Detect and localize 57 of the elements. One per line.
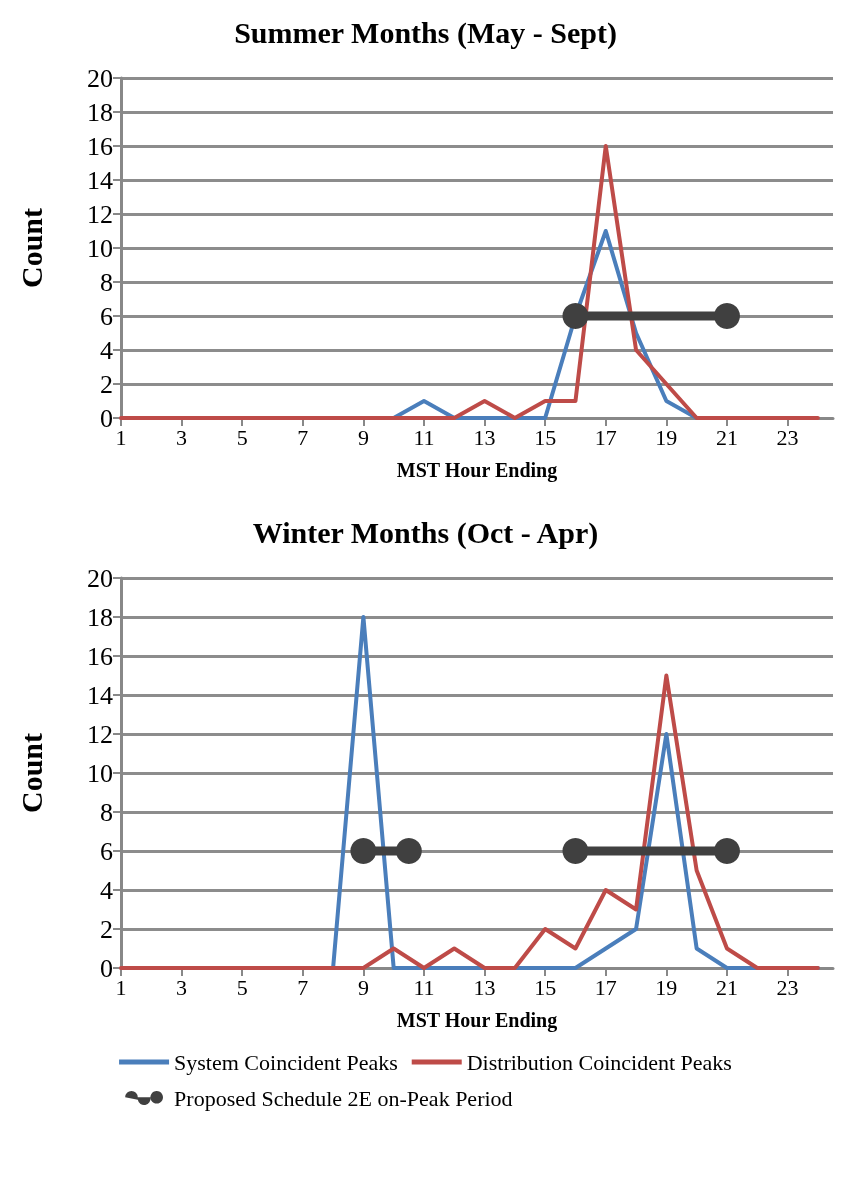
y-tick-label: 0 bbox=[100, 953, 113, 983]
x-tick-label: 17 bbox=[594, 424, 617, 450]
y-tick-label: 14 bbox=[87, 165, 113, 195]
x-tick-label: 3 bbox=[176, 424, 188, 450]
x-tick-label: 7 bbox=[297, 424, 309, 450]
y-tick-label: 14 bbox=[87, 680, 113, 710]
chart-title: Winter Months (Oct - Apr) bbox=[252, 515, 599, 550]
x-tick-label: 19 bbox=[655, 424, 678, 450]
x-tick-label: 11 bbox=[413, 424, 435, 450]
y-tick-label: 6 bbox=[100, 301, 113, 331]
y-tick-label: 4 bbox=[100, 335, 113, 365]
x-tick-label: 13 bbox=[473, 424, 496, 450]
y-tick-label: 0 bbox=[100, 403, 113, 433]
x-tick-label: 19 bbox=[655, 974, 678, 1000]
x-tick-label: 1 bbox=[115, 424, 127, 450]
x-tick-label: 9 bbox=[357, 974, 369, 1000]
x-tick-label: 1 bbox=[115, 974, 127, 1000]
y-tick-label: 18 bbox=[87, 602, 113, 632]
legend-label: System Coincident Peaks bbox=[174, 1049, 398, 1075]
y-tick-label: 4 bbox=[100, 875, 113, 905]
y-tick-label: 12 bbox=[87, 199, 113, 229]
y-tick-label: 20 bbox=[87, 563, 113, 593]
x-tick-label: 9 bbox=[357, 424, 369, 450]
x-tick-label: 5 bbox=[236, 424, 248, 450]
x-tick-label: 3 bbox=[176, 974, 188, 1000]
y-tick-label: 18 bbox=[87, 97, 113, 127]
y-axis-title: Count bbox=[14, 732, 48, 814]
y-tick-label: 16 bbox=[87, 641, 113, 671]
y-tick-label: 2 bbox=[100, 914, 113, 944]
x-tick-label: 7 bbox=[297, 974, 309, 1000]
y-tick-label: 8 bbox=[100, 797, 113, 827]
x-tick-label: 5 bbox=[236, 974, 248, 1000]
legend-label: Distribution Coincident Peaks bbox=[466, 1049, 732, 1075]
y-axis-title: Count bbox=[14, 207, 48, 289]
x-tick-label: 11 bbox=[413, 974, 435, 1000]
y-tick-label: 12 bbox=[87, 719, 113, 749]
x-tick-label: 13 bbox=[473, 974, 496, 1000]
y-tick-label: 20 bbox=[87, 63, 113, 93]
line-series bbox=[119, 144, 820, 420]
x-tick-label: 17 bbox=[594, 974, 617, 1000]
x-tick-label: 21 bbox=[715, 974, 738, 1000]
y-tick-label: 10 bbox=[87, 758, 113, 788]
x-tick-label: 21 bbox=[715, 424, 738, 450]
line-series bbox=[119, 673, 820, 970]
x-tick-label: 23 bbox=[776, 974, 799, 1000]
x-tick-label: 23 bbox=[776, 424, 799, 450]
y-tick-label: 2 bbox=[100, 369, 113, 399]
legend-label: Proposed Schedule 2E on-Peak Period bbox=[174, 1085, 513, 1111]
chart-title: Summer Months (May - Sept) bbox=[234, 15, 617, 50]
x-axis-title: MST Hour Ending bbox=[396, 459, 558, 482]
x-tick-label: 15 bbox=[534, 974, 557, 1000]
y-tick-label: 8 bbox=[100, 267, 113, 297]
y-tick-label: 6 bbox=[100, 836, 113, 866]
x-axis-title: MST Hour Ending bbox=[396, 1009, 558, 1032]
y-tick-label: 16 bbox=[87, 131, 113, 161]
x-tick-label: 15 bbox=[534, 424, 557, 450]
y-tick-label: 10 bbox=[87, 233, 113, 263]
